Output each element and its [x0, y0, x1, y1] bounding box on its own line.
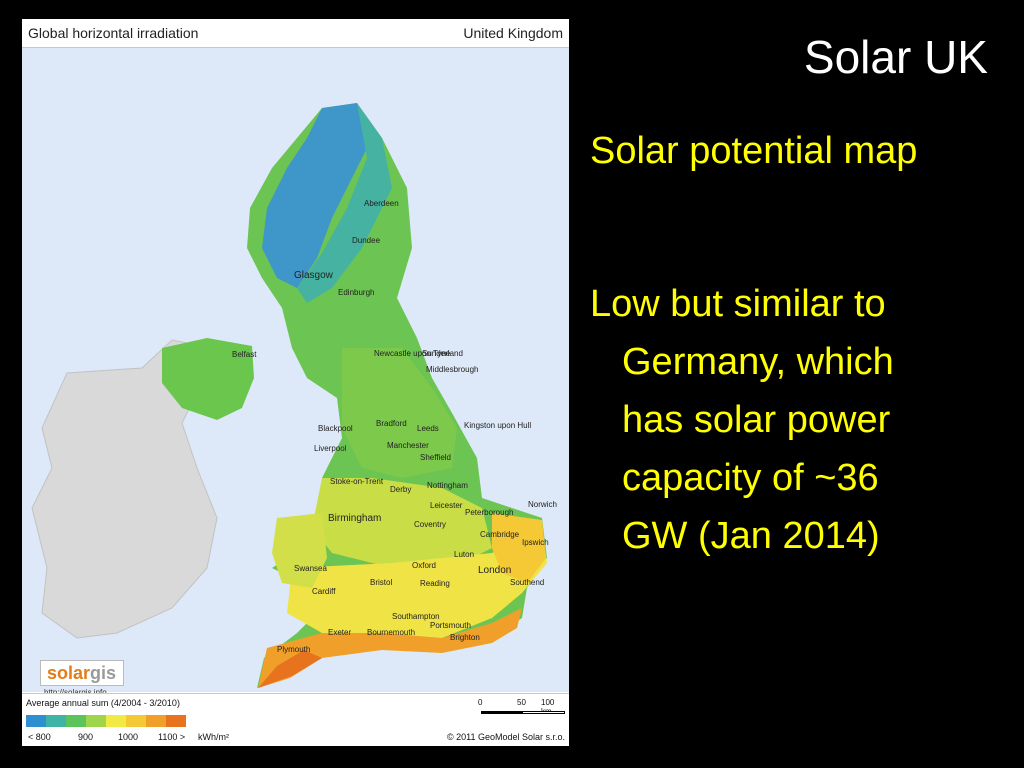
wales — [272, 513, 327, 588]
city-label: Portsmouth — [430, 621, 471, 630]
legend-labels: < 800 900 1000 1100 > kWh/m² — [26, 732, 286, 744]
map-header: Global horizontal irradiation United Kin… — [22, 19, 569, 48]
legend-swatch — [106, 715, 126, 727]
scale-bar: 0 50 100 km — [477, 698, 567, 728]
south-england — [287, 528, 547, 638]
city-label: Birmingham — [328, 513, 381, 524]
city-label: Blackpool — [318, 424, 353, 433]
city-label: Derby — [390, 485, 411, 494]
city-label: Newcastle upon Tyne — [374, 349, 451, 358]
south-coast — [258, 608, 522, 688]
city-label: Reading — [420, 579, 450, 588]
city-label: Exeter — [328, 628, 351, 637]
legend-label: 1000 — [118, 732, 139, 742]
legend-label: < 800 — [28, 732, 51, 742]
city-label: Bradford — [376, 419, 407, 428]
city-label: Peterborough — [465, 508, 513, 517]
city-label: Bristol — [370, 578, 392, 587]
uk-irradiation-map: Aberdeen Dundee Glasgow Edinburgh Belfas… — [31, 103, 557, 688]
legend-label: 1100 > — [158, 732, 186, 742]
city-label: Norwich — [528, 500, 557, 509]
city-label: Brighton — [450, 633, 480, 642]
body-line: Germany, which — [622, 341, 894, 383]
east-coast-accent — [492, 513, 546, 583]
city-label: Belfast — [232, 350, 257, 359]
map-footer: Average annual sum (4/2004 - 3/2010) < 8… — [22, 693, 569, 746]
city-label: Plymouth — [277, 645, 310, 654]
legend-color-bar — [26, 715, 186, 727]
city-label: Stoke-on-Trent — [330, 477, 384, 486]
city-label: Nottingham — [427, 481, 468, 490]
map-region: United Kingdom — [463, 25, 563, 41]
city-label: Manchester — [387, 441, 429, 450]
body-line: has solar power — [622, 399, 891, 441]
slide-subheading: Solar potential map — [590, 130, 918, 172]
city-label: Swansea — [294, 564, 327, 573]
city-label: Edinburgh — [338, 288, 374, 297]
slide-title: Solar UK — [803, 31, 988, 83]
city-label: Leicester — [430, 501, 463, 510]
legend-label: 900 — [78, 732, 94, 742]
city-label: Luton — [454, 550, 474, 559]
city-label: Liverpool — [314, 444, 347, 453]
city-label: Ipswich — [522, 538, 549, 547]
legend-swatch — [26, 715, 46, 727]
slide-body: Low but similar to Germany, which has so… — [590, 275, 1000, 565]
city-label: Middlesbrough — [426, 365, 478, 374]
city-label: Leeds — [417, 424, 439, 433]
city-label: Coventry — [414, 520, 446, 529]
body-line: GW (Jan 2014) — [622, 515, 880, 557]
cornwall-tip — [258, 650, 322, 688]
map-title: Global horizontal irradiation — [28, 25, 199, 41]
city-label: Glasgow — [294, 270, 334, 281]
copyright: © 2011 GeoModel Solar s.r.o. — [446, 732, 565, 742]
northern-england — [342, 348, 457, 478]
city-label: Oxford — [412, 561, 436, 570]
scottish-highlands — [262, 103, 372, 288]
city-label: Bournemouth — [367, 628, 415, 637]
scale-label: 50 — [517, 698, 526, 707]
city-label: Aberdeen — [364, 199, 399, 208]
legend-swatch — [146, 715, 166, 727]
scale-label: 0 — [478, 698, 483, 707]
midlands — [312, 478, 492, 568]
city-label: Sheffield — [420, 453, 451, 462]
city-label: London — [478, 565, 511, 576]
teal-band — [297, 103, 392, 303]
legend-swatch — [86, 715, 106, 727]
legend-unit: kWh/m² — [198, 732, 229, 742]
body-line: capacity of ~36 — [622, 457, 879, 499]
scale-line — [481, 711, 565, 714]
legend-swatch — [66, 715, 86, 727]
solargis-logo-text: solargis — [47, 663, 117, 683]
solargis-url: http://solargis.info — [44, 688, 107, 697]
northern-ireland-land — [162, 338, 254, 420]
solargis-logo: solargis http://solargis.info — [36, 660, 126, 708]
legend-title: Average annual sum (4/2004 - 3/2010) — [26, 698, 180, 708]
city-label: Cambridge — [480, 530, 520, 539]
solar-map-panel: Global horizontal irradiation United Kin… — [22, 19, 569, 746]
city-label: Kingston upon Hull — [464, 421, 531, 430]
city-label: Dundee — [352, 236, 381, 245]
city-label: Sunderland — [422, 349, 463, 358]
solargis-logo-box: solargis — [40, 660, 124, 686]
city-label: Cardiff — [312, 587, 336, 596]
legend-swatch — [46, 715, 66, 727]
map-area: Aberdeen Dundee Glasgow Edinburgh Belfas… — [22, 48, 569, 697]
city-label: Southampton — [392, 612, 440, 621]
city-label: Southend — [510, 578, 544, 587]
body-line: Low but similar to — [590, 283, 886, 325]
legend-swatch — [126, 715, 146, 727]
legend-swatch — [166, 715, 186, 727]
